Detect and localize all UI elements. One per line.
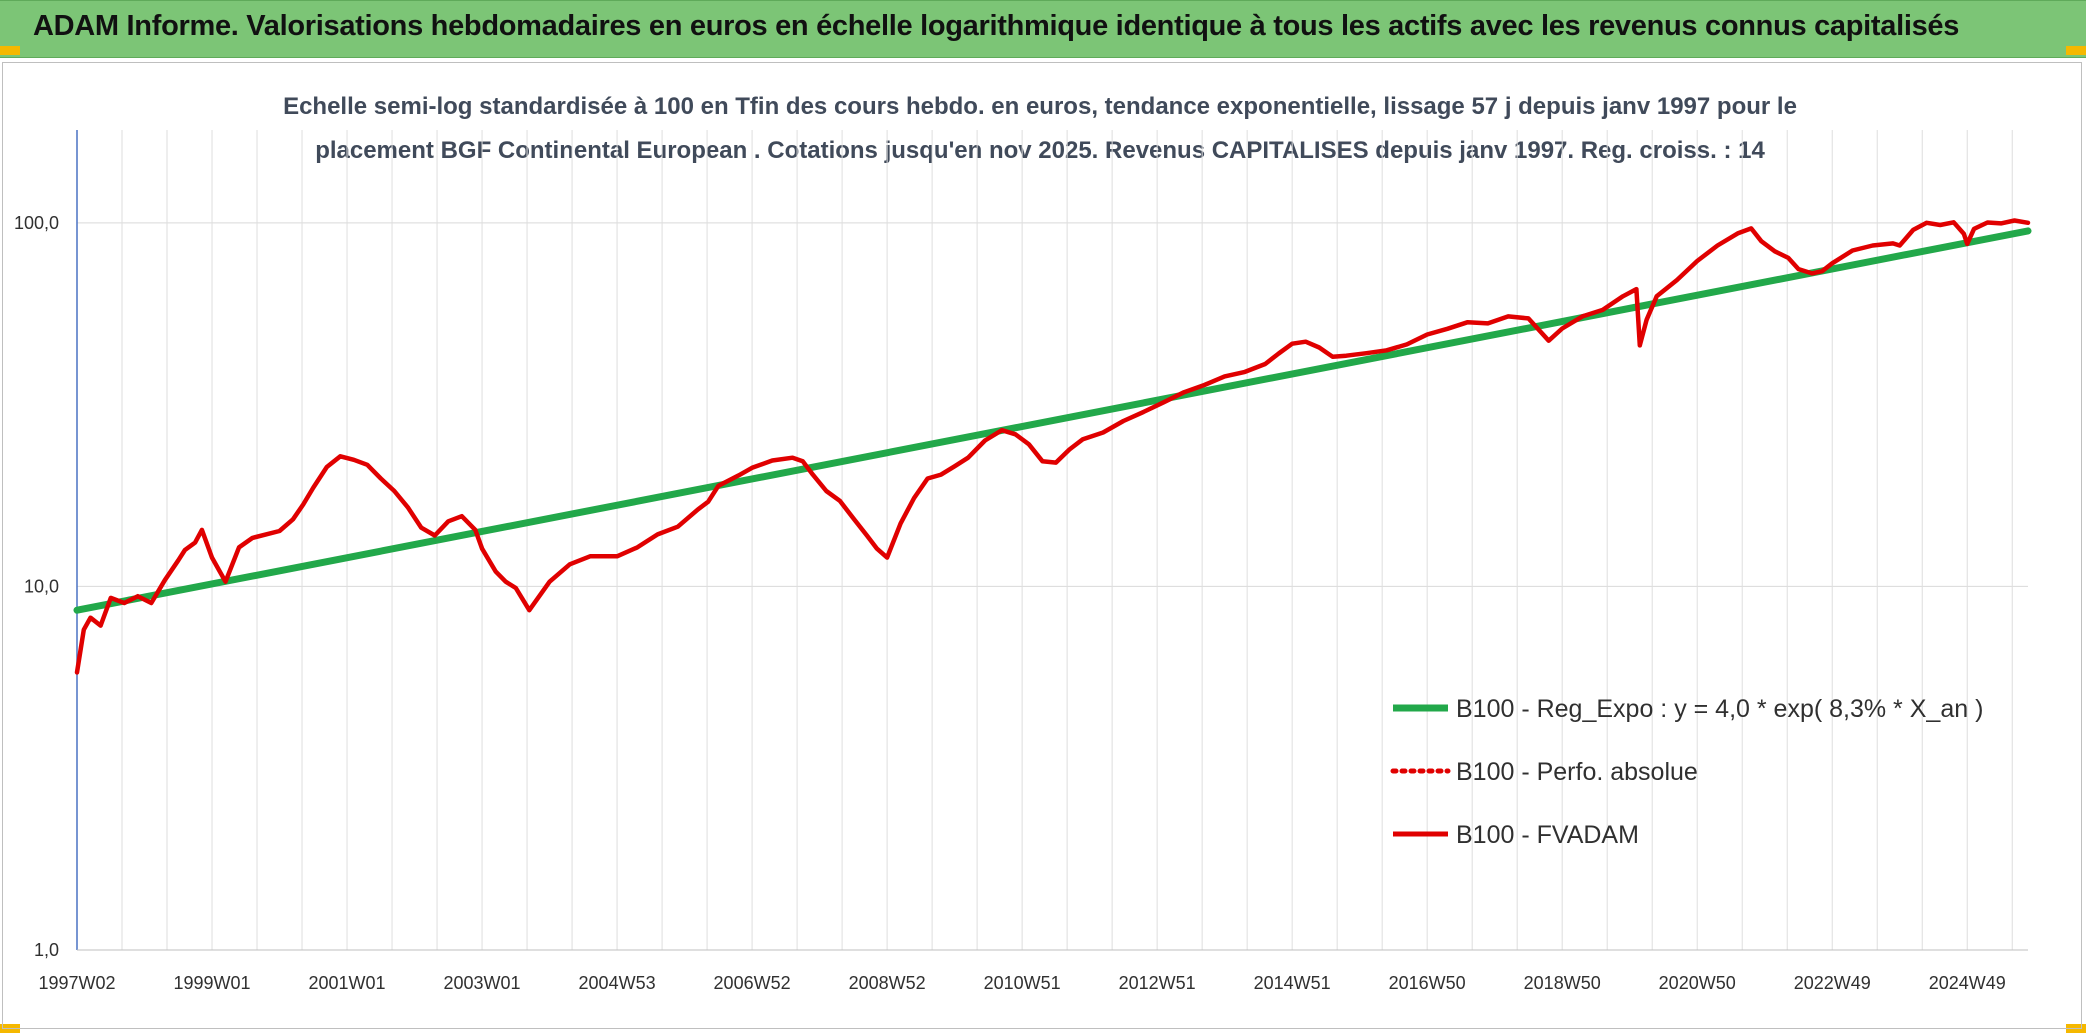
series-line-0 (73, 227, 2032, 614)
x-tick-label: 2014W51 (1254, 973, 1331, 993)
chart-subtitle-line-1: Echelle semi-log standardisée à 100 en T… (283, 93, 1797, 120)
legend: B100 - Reg_Expo : y = 4,0 * exp( 8,3% * … (1390, 695, 1983, 849)
x-tick-label: 2018W50 (1524, 973, 1601, 993)
banner-title: ADAM Informe. Valorisations hebdomadaire… (33, 10, 1960, 42)
x-tick-label: 2003W01 (444, 973, 521, 993)
x-tick-label: 2006W52 (714, 973, 791, 993)
y-tick-label: 100,0 (14, 213, 59, 233)
y-tick-label: 1,0 (34, 940, 59, 960)
chart-subtitle-line-2: placement BGF Continental European . Cot… (315, 137, 1765, 164)
x-tick-label: 2008W52 (849, 973, 926, 993)
legend-entry-label: B100 - FVADAM (1456, 821, 1639, 849)
left-corner-mark (0, 46, 20, 55)
x-tick-label: 2024W49 (1929, 973, 2006, 993)
right-corner-mark (2066, 46, 2086, 55)
y-tick-label: 10,0 (24, 576, 59, 596)
x-tick-label: 2001W01 (309, 973, 386, 993)
grid (77, 130, 2028, 951)
legend-entry-label: B100 - Reg_Expo : y = 4,0 * exp( 8,3% * … (1456, 695, 1983, 723)
plot-frame (2, 62, 2082, 1029)
x-tick-label: 2012W51 (1119, 973, 1196, 993)
x-tick-label: 2020W50 (1659, 973, 1736, 993)
x-tick-label: 2016W50 (1389, 973, 1466, 993)
series-line-2 (74, 218, 2031, 675)
legend-entry-label: B100 - Perfo. absolue (1456, 758, 1698, 786)
x-tick-label: 2004W53 (579, 973, 656, 993)
report-banner: ADAM Informe. Valorisations hebdomadaire… (0, 0, 2086, 58)
x-tick-label: 1999W01 (173, 973, 250, 993)
x-tick-label: 1997W02 (38, 973, 115, 993)
x-tick-label: 2010W51 (984, 973, 1061, 993)
axes: 1,0 10,0 100,0 1997W02 1999W01 2001W01 2003W01… (14, 130, 2028, 993)
x-tick-label: 2022W49 (1794, 973, 1871, 993)
series-layer (73, 218, 2032, 675)
